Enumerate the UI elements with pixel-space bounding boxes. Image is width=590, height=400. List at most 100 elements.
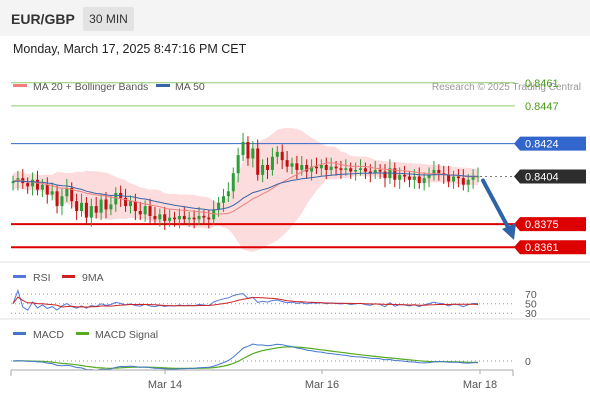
ma20-legend: MA 20 + Bollinger Bands [33, 81, 148, 93]
candle-body [285, 160, 289, 167]
candle-body [163, 214, 167, 221]
bollinger-band [13, 128, 478, 252]
level-label-resistance: 0.8447 [525, 101, 559, 113]
rsi-ma-line [12, 296, 479, 308]
candle-body [246, 141, 250, 159]
candle-body [217, 202, 221, 210]
candle [456, 169, 460, 188]
candle [153, 206, 157, 226]
candle [471, 169, 475, 189]
candle-body [65, 188, 69, 197]
candle [339, 160, 343, 179]
ma50-line [12, 172, 478, 211]
candle-body [207, 217, 211, 220]
candle [128, 195, 132, 214]
candle-body [109, 204, 113, 210]
datetime: Monday, March 17, 2025 8:47:16 PM CET [13, 42, 247, 56]
candle-body [158, 214, 162, 220]
price-panel: 0.8461 0.8447 0.8424 0.8404 0.8375 0.8361 [11, 78, 586, 255]
candle-body [373, 169, 377, 174]
candle-body [329, 166, 333, 170]
candle-body [417, 176, 421, 184]
candle-body [153, 215, 157, 220]
symbol-title: EUR/GBP [11, 11, 75, 27]
rsi-level-label: 50 [525, 299, 537, 311]
candle [148, 198, 152, 226]
candle-body [60, 196, 64, 207]
candle-body [133, 201, 137, 212]
rsi-swatch [13, 275, 26, 278]
candle [11, 175, 15, 191]
candle [109, 195, 113, 216]
macd-swatch [13, 332, 26, 335]
candle-body [261, 165, 265, 175]
candle-body [471, 176, 475, 180]
candle-body [50, 191, 54, 195]
forecast-arrow-head [502, 222, 516, 240]
candle-body [280, 151, 284, 161]
candle-body [138, 211, 142, 215]
candle [378, 164, 382, 179]
candle-body [324, 165, 328, 170]
candle-body [314, 166, 318, 169]
candle [363, 162, 367, 179]
candle-body [11, 181, 15, 184]
candle [452, 170, 456, 189]
candle [221, 188, 225, 212]
candle-body [114, 192, 118, 205]
candle-body [363, 168, 367, 172]
candle-body [168, 217, 172, 221]
level-badge-support [514, 240, 586, 255]
candle-body [94, 206, 98, 213]
level-badge-support [514, 217, 586, 232]
candle [466, 174, 470, 193]
candle [75, 193, 79, 221]
candle-body [398, 174, 402, 180]
candle-body [80, 202, 84, 212]
candle-body [89, 206, 93, 218]
macd-legend: MACD MACD Signal [13, 329, 158, 341]
candle-body [84, 202, 88, 218]
candle-body [461, 178, 465, 185]
candle-body [182, 215, 186, 220]
level-badge-current [514, 169, 586, 184]
candle [45, 177, 49, 204]
candle-body [40, 184, 44, 190]
macd-legend-label: MACD [33, 329, 64, 341]
candle-body [99, 199, 103, 213]
candle [168, 208, 172, 227]
level-badge-pivot [514, 136, 586, 151]
level-label-support: 0.8361 [525, 242, 559, 254]
candle [80, 193, 84, 217]
candle [163, 206, 167, 230]
candle [84, 197, 88, 226]
candle-body [241, 141, 245, 156]
candle [349, 162, 353, 179]
candle-body [251, 148, 255, 159]
candle [94, 197, 98, 219]
level-label-pivot: 0.8424 [525, 139, 559, 151]
macd-zero-label: 0 [525, 356, 531, 368]
candle [417, 167, 421, 189]
candle-body [45, 184, 49, 195]
macd-signal-legend-label: MACD Signal [95, 329, 158, 341]
candle [319, 159, 323, 176]
candle-body [456, 176, 460, 179]
candle [226, 182, 230, 202]
candle [393, 162, 397, 188]
candle-body [31, 179, 35, 187]
candle [192, 210, 196, 229]
candle-body [55, 191, 59, 207]
x-axis: Mar 14 Mar 16 Mar 18 [10, 369, 514, 391]
candle-body [422, 178, 426, 184]
candle [251, 141, 255, 168]
macd-signal-swatch [76, 332, 89, 335]
candle [310, 159, 314, 181]
candle-body [393, 168, 397, 180]
candle-body [124, 197, 128, 207]
candle-body [295, 163, 299, 170]
interval-badge[interactable] [83, 7, 134, 31]
level-label-support: 0.8375 [525, 219, 559, 231]
candle [427, 167, 431, 188]
candle-body [75, 201, 79, 212]
